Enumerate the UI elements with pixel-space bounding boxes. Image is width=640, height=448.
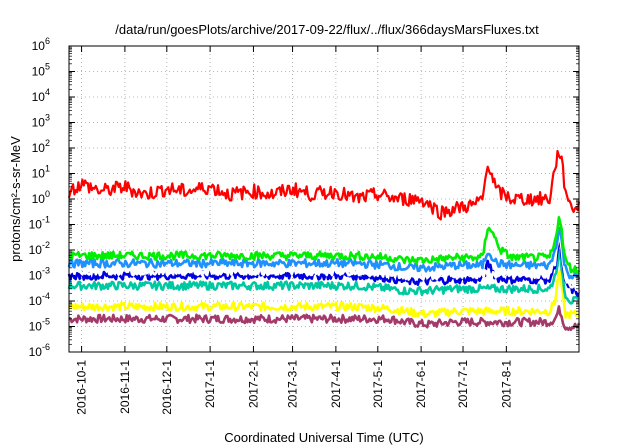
x-tick-label: 2017-8-1 (499, 360, 513, 408)
x-tick-label: 2017-5-1 (371, 360, 385, 408)
x-tick-label: 2017-3-1 (286, 360, 300, 408)
x-axis: 2016-10-1 2016-11-1 2016-12-1 2017-1-1 2017-… (75, 46, 513, 415)
y-tick-label: 10-2 (29, 240, 50, 257)
y-tick-label: 10-4 (29, 291, 50, 308)
series-line-6 (68, 216, 581, 275)
y-tick-label: 100 (32, 189, 50, 206)
series-line-1 (67, 268, 581, 320)
y-tick-label: 102 (32, 138, 50, 155)
y-axis: 10-6 10-5 10-4 10-3 10-2 10-1 100 101 102 103 104 1… (29, 36, 579, 359)
y-tick-label: 105 (32, 62, 50, 79)
series-line-7 (67, 149, 581, 221)
x-tick-label: 2017-6-1 (414, 360, 428, 408)
y-tick-label: 106 (32, 36, 50, 53)
series-group (67, 149, 581, 332)
x-tick-label: 2016-10-1 (75, 360, 89, 415)
y-tick-label: 10-5 (29, 317, 50, 334)
y-tick-label: 101 (32, 164, 50, 181)
x-tick-label: 2016-12-1 (160, 360, 174, 415)
x-tick-label: 2017-1-1 (203, 360, 217, 408)
x-tick-label: 2017-2-1 (246, 360, 260, 408)
series-line-5 (67, 226, 581, 280)
y-tick-label: 103 (32, 113, 50, 130)
y-tick-label: 10-3 (29, 266, 50, 283)
x-tick-label: 2017-4-1 (329, 360, 343, 408)
x-tick-label: 2016-11-1 (118, 360, 132, 414)
y-tick-label: 104 (32, 87, 50, 104)
chart-title: /data/run/goesPlots/archive/2017-09-22/f… (115, 22, 539, 37)
y-tick-label: 10-6 (29, 342, 50, 359)
series-line-2 (67, 249, 580, 305)
y-tick-label: 10-1 (29, 215, 50, 232)
x-axis-label: Coordinated Universal Time (UTC) (224, 430, 423, 445)
y-axis-label: protons/cm²-s-sr-MeV (8, 136, 23, 262)
series-line-4 (67, 236, 581, 293)
series-line-0 (68, 305, 581, 332)
x-tick-label: 2017-7-1 (456, 360, 470, 408)
